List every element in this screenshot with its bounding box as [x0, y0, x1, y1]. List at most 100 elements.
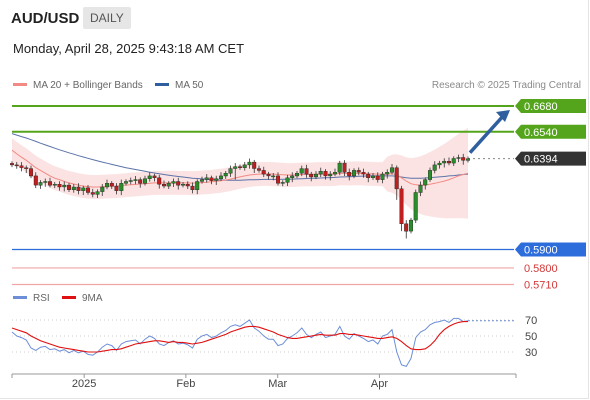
candle-body: [428, 170, 433, 180]
candle-body: [104, 183, 109, 188]
level-label-0.6680: 0.6680: [524, 101, 558, 113]
legend-swatch-rsi-ma: [62, 295, 76, 299]
candle-body: [176, 181, 181, 186]
candle-body: [128, 180, 133, 182]
candle-body: [157, 177, 162, 185]
rsi-tick-50: 50: [525, 331, 537, 343]
candle-body: [304, 168, 309, 175]
candle-body: [100, 186, 105, 192]
ma50-line: [11, 133, 469, 181]
datetime-label: Monday, April 28, 2025 9:43:18 AM CET: [13, 41, 245, 56]
legend-swatch-rsi: [13, 295, 27, 299]
level-badge-0.6680: [515, 99, 586, 114]
candle-body: [247, 161, 252, 166]
candle-body: [142, 178, 147, 184]
x-tick-label-Mar: Mar: [268, 378, 287, 390]
candle-body: [147, 175, 152, 179]
candle-body: [366, 173, 371, 179]
candle-body: [218, 175, 223, 179]
level-lines-layer: [12, 105, 514, 286]
legend-label-ma50: MA 50: [175, 80, 204, 91]
candle-body: [361, 172, 366, 175]
level-label-0.6394: 0.6394: [524, 154, 558, 166]
candle-body: [371, 175, 376, 178]
level-labels-layer: 0.6680 0.6540 0.6394 0.5900 0.5800 0.5710: [515, 99, 586, 291]
rsi-ma-line: [11, 321, 468, 353]
projection-arrow: [468, 113, 506, 154]
candles-layer: [9, 153, 471, 239]
candle-body: [171, 181, 176, 184]
rsi-legend-item: RSI: [13, 293, 50, 304]
candle-body: [404, 223, 409, 232]
rsi-line: [11, 317, 469, 368]
candle-body: [342, 162, 347, 173]
candle-body: [423, 179, 428, 186]
legend-swatch-ma50: [155, 82, 169, 86]
candle-body: [337, 162, 342, 173]
candle-body: [456, 157, 461, 159]
candle-body: [114, 185, 119, 191]
candle-body: [195, 181, 200, 191]
candle-body: [280, 182, 285, 184]
candle-body: [290, 175, 295, 178]
candle-body: [109, 183, 114, 187]
candle-body: [285, 177, 290, 183]
candle-body: [223, 172, 228, 177]
candle-body: [356, 170, 361, 173]
candle-body: [347, 172, 352, 177]
candle-body: [180, 183, 185, 186]
candle-body: [57, 183, 62, 188]
candle-body: [432, 164, 437, 171]
candle-body: [257, 168, 262, 171]
candle-body: [81, 187, 86, 191]
candle-body: [76, 186, 81, 191]
timeframe-badge[interactable]: DAILY: [83, 7, 131, 29]
candle-body: [119, 183, 124, 191]
x-tick-label-Feb: Feb: [176, 378, 195, 390]
level-badge-0.5900: [515, 242, 586, 257]
candle-body: [309, 173, 314, 178]
candle-body: [375, 175, 380, 180]
candle-body: [43, 181, 48, 183]
legend-item-ma20: MA 20 + Bollinger Bands: [13, 80, 143, 91]
candle-body: [409, 219, 414, 232]
candle-body: [29, 168, 34, 177]
candle-body: [123, 181, 128, 184]
candle-body: [352, 170, 357, 177]
candle-body: [166, 183, 171, 187]
candle-body: [237, 166, 242, 168]
candle-body: [85, 187, 90, 193]
candle-body: [242, 164, 247, 168]
candle-body: [385, 172, 390, 175]
research-credit: Research © 2025 Trading Central: [431, 80, 581, 91]
level-badge-0.6394: [515, 151, 586, 166]
candle-body: [233, 166, 238, 169]
bollinger-band-layer: [12, 127, 468, 219]
candle-body: [38, 182, 43, 186]
level-label-0.6540: 0.6540: [524, 127, 558, 139]
candle-body: [62, 184, 67, 188]
candle-body: [252, 161, 257, 169]
candle-body: [19, 165, 24, 168]
level-label-0.5900: 0.5900: [524, 245, 558, 257]
rsi-ma-legend-item: 9MA: [62, 293, 103, 304]
candle-body: [9, 163, 14, 166]
level-label-0.5800: 0.5800: [524, 263, 558, 275]
candle-body: [299, 168, 304, 174]
rsi-tick-30: 30: [525, 347, 537, 359]
candle-body: [442, 160, 447, 164]
candle-body: [95, 191, 100, 195]
legend-swatch-ma20: [13, 82, 27, 86]
legend-label-rsi-ma: 9MA: [82, 293, 103, 304]
candle-body: [276, 175, 281, 184]
candle-body: [52, 183, 57, 186]
candle-body: [380, 173, 385, 180]
candle-body: [33, 175, 38, 186]
candle-body: [314, 173, 319, 178]
candle-body: [209, 177, 214, 181]
rsi-tick-70: 70: [525, 315, 537, 327]
candle-body: [133, 179, 138, 181]
candle-body: [261, 170, 266, 175]
